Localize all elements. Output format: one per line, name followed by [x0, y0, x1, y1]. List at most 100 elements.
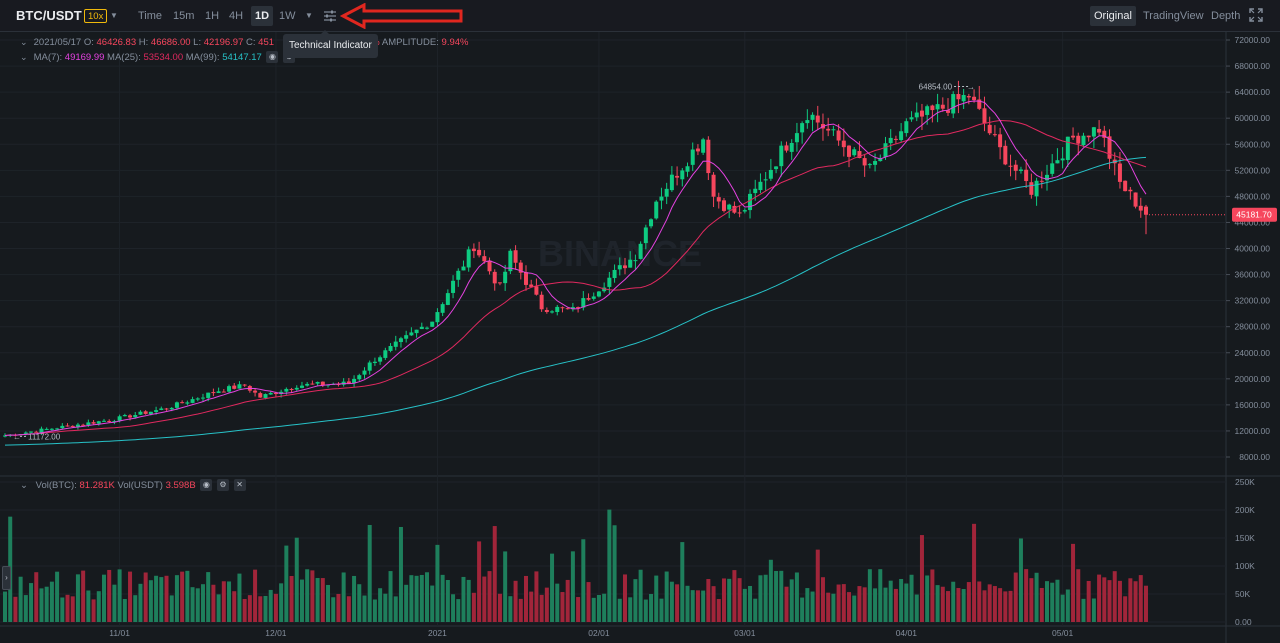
volume-tick-label: 100K — [1235, 561, 1255, 571]
volume-bar — [294, 537, 299, 622]
volume-bar — [873, 588, 878, 622]
volume-bar — [1133, 581, 1138, 622]
candle-body — [664, 188, 669, 197]
ma99-value: 54147.17 — [222, 52, 262, 63]
leverage-badge[interactable]: 10x — [84, 9, 108, 23]
price-tick-label: 68000.00 — [1235, 61, 1271, 71]
candle-body — [112, 421, 117, 423]
volume-bar — [524, 575, 528, 622]
volume-bar — [75, 574, 80, 622]
interval-4h[interactable]: 4H — [229, 10, 244, 22]
candle-body — [591, 296, 596, 299]
candle-body — [555, 306, 560, 313]
volume-bar — [372, 599, 377, 622]
max-marker-arrow: → — [967, 83, 975, 92]
candle-body — [133, 415, 138, 418]
candle-body — [581, 298, 586, 308]
price-tick-label: 20000.00 — [1235, 374, 1271, 384]
view-original[interactable]: Original — [1090, 6, 1136, 26]
volume-bar — [128, 571, 133, 622]
volume-bar — [336, 593, 341, 622]
technical-indicator-tooltip: Technical Indicator — [283, 30, 378, 58]
vol-btc-value: 81.281K — [79, 480, 115, 491]
volume-bar — [758, 575, 763, 622]
interval-1h[interactable]: 1H — [205, 10, 220, 22]
candle-body — [289, 388, 294, 390]
ma7-label: MA(7): — [33, 52, 63, 63]
candle-body — [70, 425, 75, 427]
close-icon[interactable]: ✕ — [233, 479, 246, 492]
candle-body — [1039, 180, 1044, 182]
fullscreen-icon[interactable] — [1249, 8, 1263, 22]
volume-bar — [1008, 590, 1013, 622]
collapse-chevron-icon[interactable]: ⌄ — [20, 480, 28, 491]
chart-background — [0, 32, 1280, 643]
volume-bar — [612, 525, 617, 622]
volume-bar — [497, 593, 502, 622]
volume-bar — [1018, 538, 1023, 622]
price-tick-label: 40000.00 — [1235, 244, 1271, 254]
chart-toolbar: BTC/USDT 10x ▼ Time 15m 1H 4H 1D 1W ▼ Or… — [0, 0, 1280, 32]
volume-bar — [847, 592, 852, 622]
interval-1d[interactable]: 1D — [251, 6, 274, 26]
candle-body — [914, 112, 919, 118]
volume-bar — [451, 594, 456, 622]
candle-body — [1018, 169, 1023, 171]
eye-icon[interactable]: ◉ — [266, 51, 279, 64]
candle-body — [357, 375, 362, 380]
chevron-down-icon[interactable]: ▼ — [110, 11, 118, 20]
price-tick-label: 28000.00 — [1235, 322, 1271, 332]
candle-body — [148, 411, 153, 415]
candle-body — [1045, 174, 1049, 181]
technical-indicator-icon[interactable] — [322, 8, 338, 24]
current-price-label: 45181.70 — [1236, 210, 1272, 220]
candle-body — [721, 200, 726, 211]
candle-body — [169, 407, 174, 410]
view-depth[interactable]: Depth — [1211, 10, 1241, 22]
candle-body — [607, 277, 612, 287]
price-chart[interactable]: BINANCE72000.0068000.0064000.0060000.005… — [0, 32, 1280, 643]
view-tradingview[interactable]: TradingView — [1143, 10, 1204, 22]
volume-bar — [404, 584, 409, 622]
collapse-chevron-icon[interactable]: ⌄ — [20, 52, 28, 62]
volume-bar — [430, 585, 435, 622]
candle-body — [841, 140, 846, 148]
candle-body — [930, 105, 935, 111]
volume-bar — [232, 591, 237, 622]
candle-body — [284, 388, 289, 392]
candle-body — [273, 393, 278, 395]
candle-body — [39, 428, 44, 433]
interval-time[interactable]: Time — [138, 10, 163, 22]
volume-bar — [982, 590, 987, 622]
symbol-label[interactable]: BTC/USDT — [16, 8, 82, 23]
settings-icon[interactable]: ⚙ — [216, 479, 229, 492]
eye-icon[interactable]: ◉ — [200, 479, 213, 492]
candle-body — [258, 393, 263, 398]
volume-tick-label: 200K — [1235, 505, 1255, 515]
candle-body — [800, 123, 805, 133]
close-label: C: — [246, 37, 256, 48]
candle-body — [742, 210, 747, 212]
candle-body — [352, 378, 357, 384]
candle-body — [940, 104, 945, 109]
volume-bar — [1102, 577, 1107, 622]
interval-15m[interactable]: 15m — [173, 10, 195, 22]
volume-bar — [1138, 575, 1143, 622]
ma25-line — [4, 119, 1147, 436]
volume-bar — [456, 599, 461, 622]
candle-body — [242, 384, 247, 386]
candle-body — [1013, 164, 1018, 171]
volume-bar — [1060, 594, 1065, 622]
volume-bar — [654, 575, 659, 622]
volume-bar — [972, 523, 977, 622]
volume-bar — [159, 577, 164, 622]
candle-body — [904, 121, 909, 134]
volume-bar — [18, 576, 23, 622]
interval-1w[interactable]: 1W — [279, 10, 296, 22]
candle-body — [919, 110, 924, 117]
volume-bar — [315, 578, 320, 622]
expand-panel-button[interactable]: › — [2, 566, 11, 590]
collapse-chevron-icon[interactable]: ⌄ — [20, 37, 28, 47]
more-intervals-chevron-icon[interactable]: ▼ — [305, 11, 313, 20]
volume-bar — [1107, 580, 1112, 622]
